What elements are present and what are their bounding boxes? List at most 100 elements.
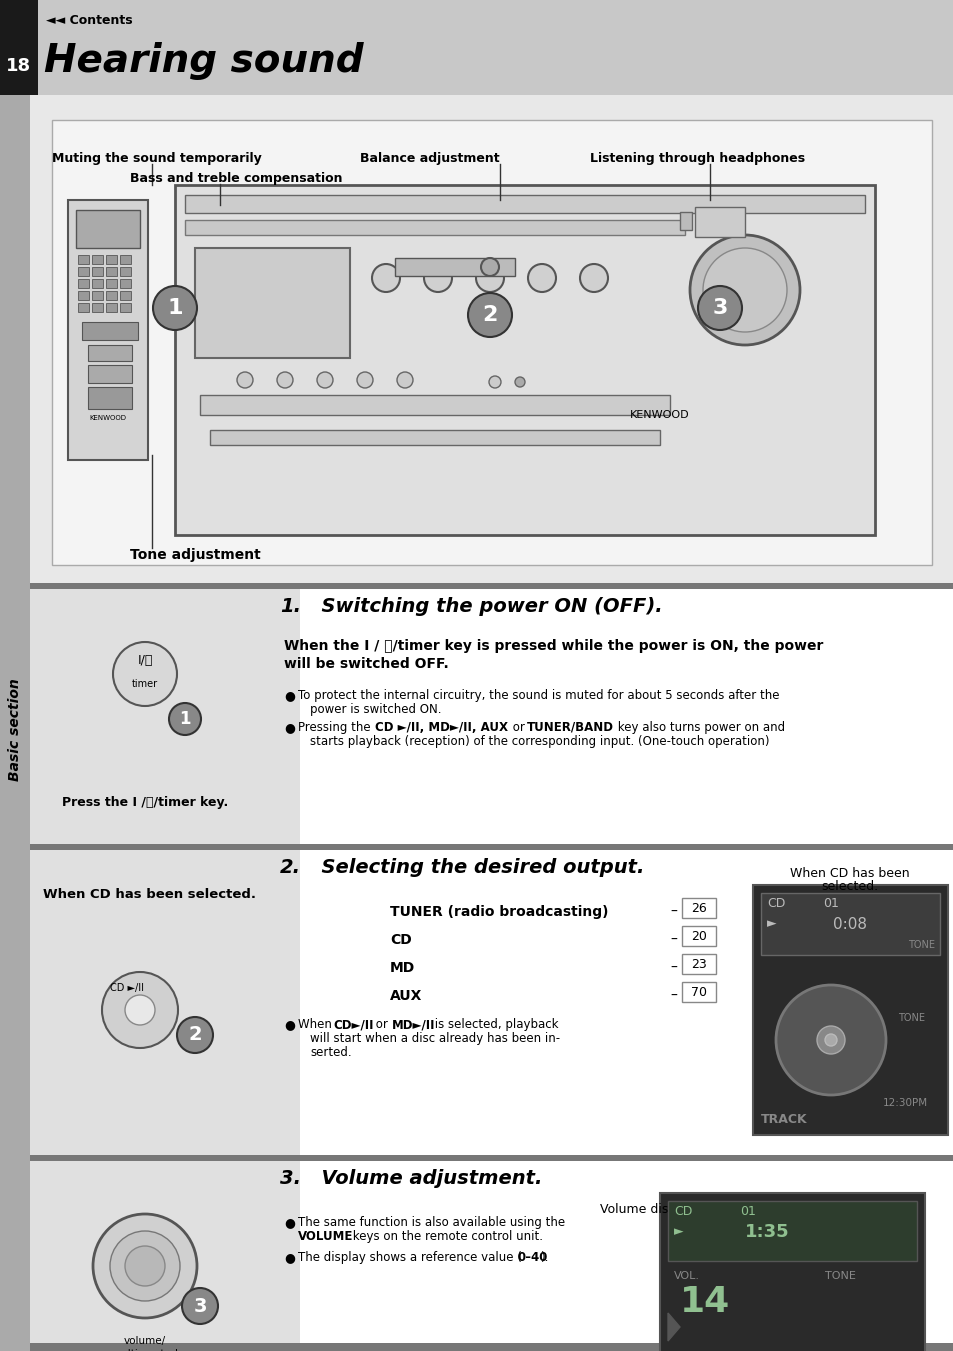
Bar	[91, 290, 103, 300]
Text: TONE: TONE	[897, 1013, 924, 1023]
Text: 3: 3	[712, 299, 727, 317]
Bar	[200, 394, 669, 415]
Text: Hearing sound: Hearing sound	[44, 42, 363, 80]
Circle shape	[316, 372, 333, 388]
Circle shape	[515, 377, 524, 386]
Circle shape	[102, 971, 178, 1048]
Text: 18: 18	[7, 57, 31, 76]
Bar	[88, 345, 132, 361]
Text: 0:08: 0:08	[832, 917, 866, 932]
Bar	[695, 207, 744, 236]
Circle shape	[110, 1231, 180, 1301]
Bar	[659, 1193, 924, 1351]
Bar	[681, 954, 716, 974]
Bar	[106, 303, 117, 312]
Bar	[106, 267, 117, 276]
Text: TUNER/BAND: TUNER/BAND	[526, 721, 614, 734]
Text: KENWOOD: KENWOOD	[90, 415, 127, 422]
Text: 0–40: 0–40	[517, 1251, 548, 1265]
Circle shape	[423, 263, 452, 292]
Text: or: or	[372, 1019, 392, 1031]
Bar	[395, 258, 515, 276]
Bar	[91, 280, 103, 288]
Bar	[120, 267, 131, 276]
Bar	[667, 1201, 916, 1260]
Circle shape	[689, 235, 800, 345]
Bar	[88, 386, 132, 409]
Text: will start when a disc already has been in-: will start when a disc already has been …	[310, 1032, 559, 1046]
Text: TUNER (radio broadcasting): TUNER (radio broadcasting)	[390, 905, 608, 919]
Text: ●: ●	[284, 1019, 294, 1031]
Bar	[679, 212, 691, 230]
Circle shape	[476, 263, 503, 292]
Text: The same function is also available using the: The same function is also available usin…	[297, 1216, 564, 1229]
Circle shape	[579, 263, 607, 292]
Text: ►: ►	[673, 1225, 683, 1238]
Bar	[78, 303, 89, 312]
Text: 20: 20	[690, 929, 706, 943]
Bar	[681, 982, 716, 1002]
Text: CD ►/II: CD ►/II	[110, 984, 144, 993]
Text: VOL.: VOL.	[673, 1271, 700, 1281]
Text: When the I / ⏻/timer key is pressed while the power is ON, the power: When the I / ⏻/timer key is pressed whil…	[284, 639, 822, 653]
Text: ●: ●	[284, 1216, 294, 1229]
Circle shape	[824, 1034, 836, 1046]
Text: starts playback (reception) of the corresponding input. (One-touch operation): starts playback (reception) of the corre…	[310, 735, 769, 748]
Text: 23: 23	[690, 958, 706, 970]
Text: serted.: serted.	[310, 1046, 352, 1059]
Text: KENWOOD: KENWOOD	[630, 409, 689, 420]
Text: –: –	[669, 934, 677, 947]
Text: selected.: selected.	[821, 880, 878, 893]
Text: To protect the internal circuitry, the sound is muted for about 5 seconds after : To protect the internal circuitry, the s…	[297, 689, 779, 703]
Bar	[52, 120, 931, 565]
Bar	[30, 1155, 953, 1161]
Text: TRACK: TRACK	[760, 1113, 807, 1125]
Text: ►: ►	[766, 917, 776, 929]
Bar	[88, 365, 132, 382]
Text: The display shows a reference value (: The display shows a reference value (	[297, 1251, 521, 1265]
Text: 1:35: 1:35	[744, 1223, 789, 1242]
Text: Selecting the desired output.: Selecting the desired output.	[308, 858, 643, 877]
Bar	[30, 1343, 953, 1351]
Text: Switching the power ON (OFF).: Switching the power ON (OFF).	[308, 597, 662, 616]
Text: will be switched OFF.: will be switched OFF.	[284, 657, 448, 671]
Circle shape	[268, 263, 295, 292]
Bar	[185, 220, 684, 235]
Bar	[30, 589, 299, 844]
Bar	[30, 850, 299, 1155]
Circle shape	[468, 293, 512, 336]
Bar	[0, 0, 953, 95]
Circle shape	[112, 642, 177, 707]
Text: CD: CD	[673, 1205, 692, 1219]
Text: multi-control: multi-control	[112, 1350, 178, 1351]
Polygon shape	[667, 1313, 679, 1342]
Bar	[78, 280, 89, 288]
Circle shape	[775, 985, 885, 1096]
Text: CD: CD	[390, 934, 412, 947]
Text: 1: 1	[167, 299, 183, 317]
Bar	[760, 893, 939, 955]
Text: 01: 01	[822, 897, 838, 911]
Circle shape	[396, 372, 413, 388]
Circle shape	[215, 263, 244, 292]
Text: ).: ).	[539, 1251, 548, 1265]
Circle shape	[169, 703, 201, 735]
Text: Basic section: Basic section	[8, 678, 22, 781]
Circle shape	[182, 1288, 218, 1324]
Text: Volume adjustment.: Volume adjustment.	[308, 1169, 542, 1188]
Text: 12:30PM: 12:30PM	[882, 1098, 927, 1108]
Circle shape	[125, 1246, 165, 1286]
Circle shape	[698, 286, 741, 330]
Circle shape	[489, 376, 500, 388]
Circle shape	[92, 1215, 196, 1319]
Text: Bass and treble compensation: Bass and treble compensation	[130, 172, 342, 185]
Bar	[210, 430, 659, 444]
Text: 2.: 2.	[280, 858, 301, 877]
Bar	[91, 267, 103, 276]
Text: timer: timer	[132, 680, 158, 689]
Text: When CD has been selected.: When CD has been selected.	[44, 888, 256, 901]
Circle shape	[319, 263, 348, 292]
Bar	[194, 249, 350, 358]
Bar	[120, 290, 131, 300]
Bar	[76, 209, 140, 249]
